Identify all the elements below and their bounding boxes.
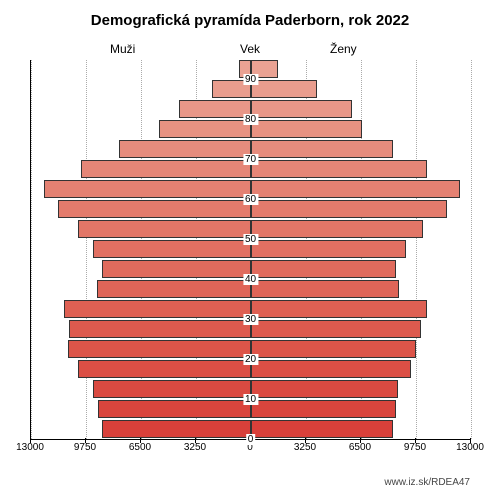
bar-women — [251, 280, 400, 298]
women-label: Ženy — [330, 42, 357, 56]
x-tick-label: 13000 — [16, 442, 44, 453]
bar-men — [68, 340, 251, 358]
source-note: www.iz.sk/RDEA47 — [384, 477, 470, 488]
x-tick-label: 13000 — [456, 442, 484, 453]
bar-men — [102, 260, 251, 278]
bar-men — [119, 140, 251, 158]
bar-women — [251, 400, 397, 418]
bar-men — [93, 380, 250, 398]
age-label: Vek — [240, 42, 260, 56]
age-tick-label: 0 — [246, 434, 256, 445]
bar-women — [251, 340, 417, 358]
gridline — [471, 60, 472, 439]
bar-women — [251, 300, 427, 318]
plot-area: 0102030405060708090 — [30, 60, 470, 440]
age-tick-label: 40 — [243, 274, 258, 285]
bar-men — [93, 240, 250, 258]
age-tick-label: 80 — [243, 114, 258, 125]
bar-men — [97, 280, 251, 298]
bar-women — [251, 80, 317, 98]
x-tick-label: 9750 — [404, 442, 426, 453]
bar-women — [251, 140, 393, 158]
bar-women — [251, 180, 461, 198]
bar-men — [98, 400, 250, 418]
x-tick-label: 6500 — [129, 442, 151, 453]
age-tick-label: 20 — [243, 354, 258, 365]
x-tick-label: 3250 — [184, 442, 206, 453]
bar-men — [78, 360, 251, 378]
age-tick-label: 90 — [243, 74, 258, 85]
population-pyramid-chart: Demografická pyramída Paderborn, rok 202… — [0, 0, 500, 500]
age-tick-label: 10 — [243, 394, 258, 405]
bar-women — [251, 120, 363, 138]
bar-men — [58, 200, 251, 218]
bar-men — [81, 160, 250, 178]
bar-men — [44, 180, 250, 198]
x-tick-label: 3250 — [294, 442, 316, 453]
bar-men — [69, 320, 250, 338]
bar-women — [251, 160, 427, 178]
bar-women — [251, 420, 393, 438]
bar-women — [251, 220, 424, 238]
bar-women — [251, 380, 398, 398]
chart-title: Demografická pyramída Paderborn, rok 202… — [0, 12, 500, 29]
bar-women — [251, 200, 447, 218]
bar-women — [251, 240, 407, 258]
x-tick-label: 6500 — [349, 442, 371, 453]
bar-men — [179, 100, 250, 118]
bar-women — [251, 320, 422, 338]
bar-men — [64, 300, 250, 318]
bar-women — [251, 260, 397, 278]
age-tick-label: 60 — [243, 194, 258, 205]
bar-men — [159, 120, 250, 138]
age-tick-label: 50 — [243, 234, 258, 245]
bar-women — [251, 100, 353, 118]
age-tick-label: 70 — [243, 154, 258, 165]
bar-men — [102, 420, 251, 438]
men-label: Muži — [110, 42, 135, 56]
bar-women — [251, 360, 412, 378]
bar-men — [78, 220, 251, 238]
age-tick-label: 30 — [243, 314, 258, 325]
x-tick-label: 9750 — [74, 442, 96, 453]
